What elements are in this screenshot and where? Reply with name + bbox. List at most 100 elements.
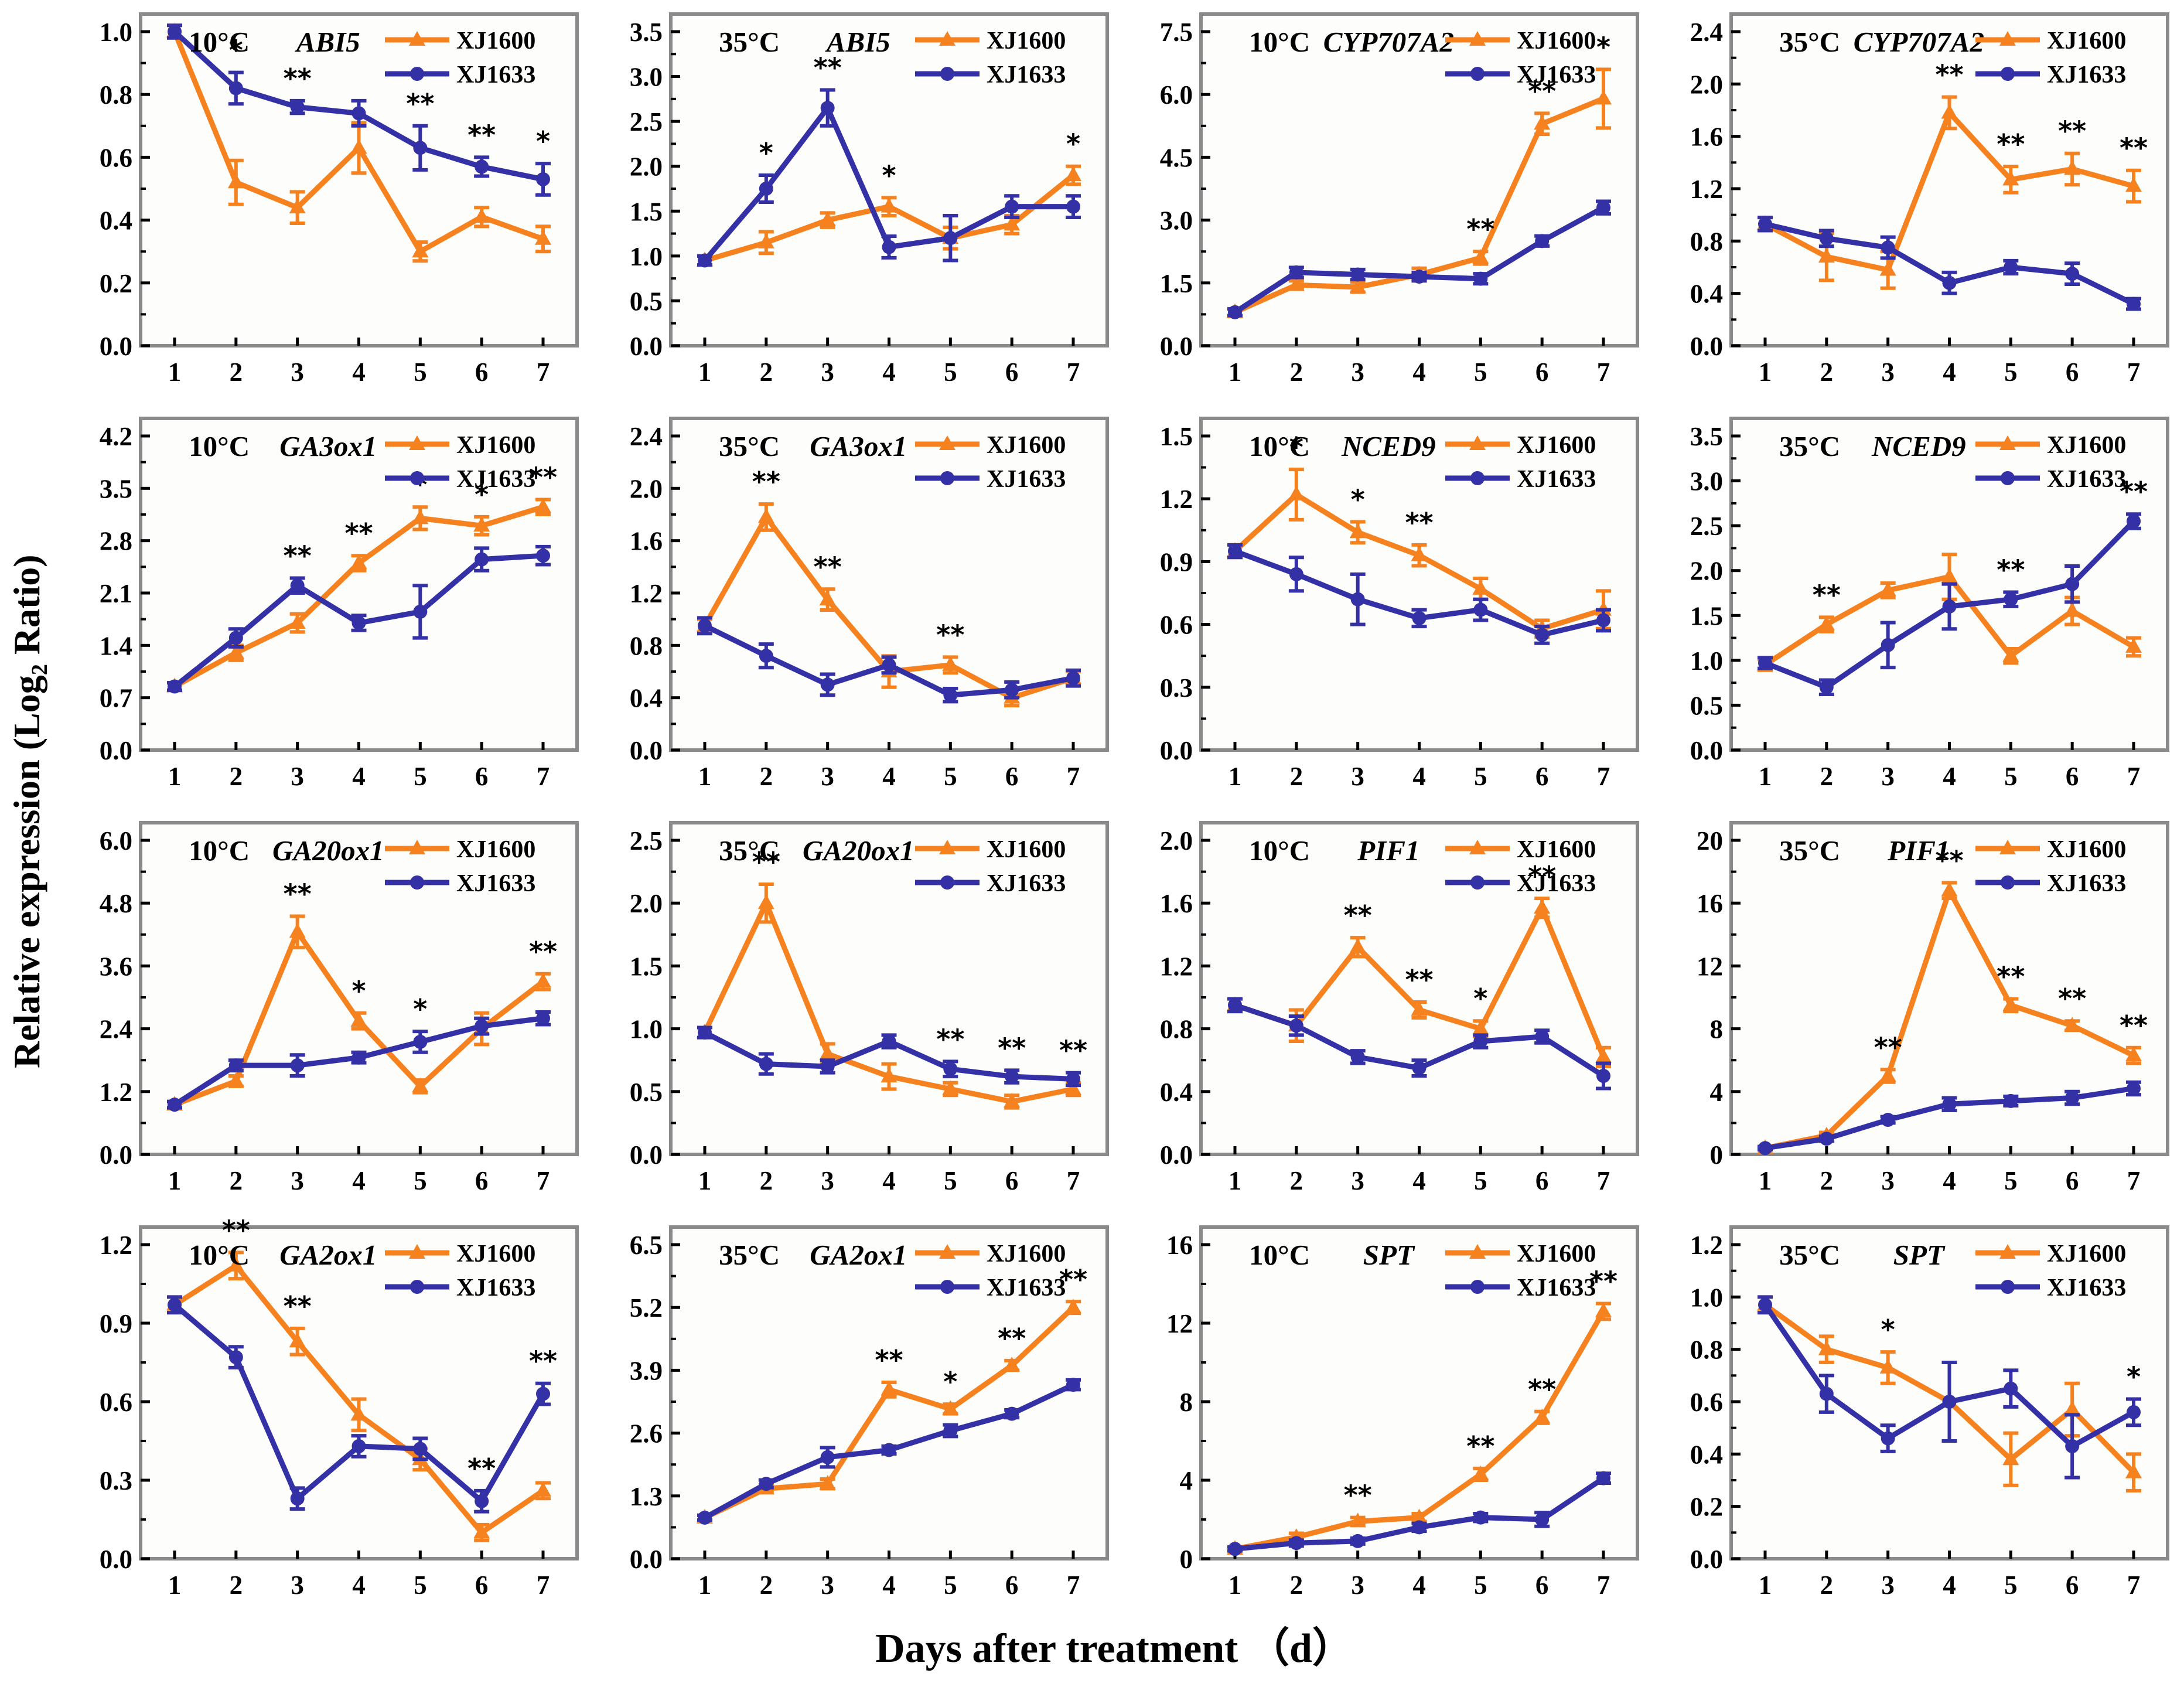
series-XJ1633	[1758, 216, 2141, 311]
x-tick-label: 2	[1820, 1166, 1834, 1195]
x-tick-label: 2	[1290, 1166, 1303, 1195]
y-tick-label: 3.0	[1690, 467, 1723, 496]
x-tick-label: 3	[291, 762, 303, 791]
circle-marker-icon	[1596, 613, 1610, 628]
circle-marker-icon	[1005, 199, 1019, 214]
y-tick-label: 2.0	[1690, 557, 1723, 586]
y-tick-label: 0.8	[1160, 1015, 1193, 1044]
circle-marker-icon	[698, 1025, 712, 1040]
circle-marker-icon	[1535, 1512, 1550, 1527]
legend-triangle-marker-icon	[939, 840, 955, 854]
y-tick-label: 3.6	[100, 952, 132, 981]
y-axis: 0.0 0.2 0.4 0.6 0.8 1.0 1.2	[1690, 1231, 1741, 1574]
y-axis: 0.0 0.4 0.8 1.2 1.6 2.0 2.4	[1690, 18, 1741, 361]
circle-marker-icon	[228, 1058, 243, 1073]
panel-temperature-label: 10°C	[1249, 26, 1310, 58]
legend: XJ1600 XJ1633	[385, 28, 535, 88]
circle-marker-icon	[882, 240, 896, 254]
x-tick-label: 2	[760, 1166, 773, 1195]
circle-marker-icon	[2065, 577, 2080, 591]
x-axis: 1 2 3 4 5 6 7	[698, 338, 1080, 387]
triangle-marker-icon	[289, 923, 306, 938]
x-tick-label: 1	[1759, 762, 1772, 791]
triangle-marker-icon	[535, 230, 551, 245]
x-tick-label: 6	[1535, 1570, 1549, 1600]
circle-marker-icon	[1350, 267, 1365, 282]
legend-label: XJ1600	[987, 1241, 1066, 1268]
triangle-marker-icon	[350, 139, 367, 154]
triangle-marker-icon	[2064, 1401, 2081, 1416]
y-tick-label: 1.2	[1160, 485, 1193, 514]
y-tick-label: 0.0	[100, 1545, 132, 1574]
triangle-marker-icon	[1595, 90, 1612, 105]
legend: XJ1600 XJ1633	[1975, 432, 2126, 493]
circle-marker-icon	[1596, 200, 1610, 215]
x-tick-label: 2	[1820, 357, 1834, 387]
plot-frame	[139, 1225, 579, 1560]
circle-marker-icon	[820, 101, 835, 115]
subplot-ga3ox1-35C: 0.0 0.4 0.8 1.2 1.6 2.0 2.4 1 2 3 4 5 6 7 ** ** ** 35°C GA…	[584, 408, 1114, 812]
y-tick-label: 0.4	[1160, 1078, 1193, 1107]
y-tick-label: 0.6	[100, 143, 132, 172]
legend: XJ1600 XJ1633	[1975, 28, 2126, 88]
y-tick-label: 0.8	[100, 80, 132, 110]
legend-label: XJ1600	[456, 1241, 535, 1268]
series-XJ1600	[1757, 553, 2142, 672]
significance-marks: ** ** **	[752, 466, 965, 650]
circle-marker-icon	[352, 106, 366, 121]
circle-marker-icon	[759, 649, 773, 663]
circle-marker-icon	[475, 552, 489, 567]
x-tick-label: 3	[821, 1570, 834, 1600]
legend-circle-marker-icon	[2001, 875, 2015, 890]
significance-marks: ****	[1289, 431, 1434, 539]
y-tick-label: 8	[1180, 1388, 1193, 1417]
circle-marker-icon	[2065, 1439, 2080, 1453]
chart-svg: 0.00.51.01.52.02.53.03.51 2 3 4 5 6 7*****35°C…	[630, 12, 1109, 387]
x-tick-label: 3	[1351, 357, 1364, 387]
triangle-marker-icon	[2125, 1047, 2142, 1062]
triangle-marker-icon	[350, 554, 367, 569]
x-tick-label: 5	[414, 1570, 427, 1600]
legend-triangle-marker-icon	[1469, 31, 1486, 46]
x-tick-label: 5	[414, 357, 427, 387]
triangle-marker-icon	[1411, 546, 1428, 561]
chart-svg: 0.00.20.40.60.81.01 2 3 4 5 6 7******* *10°C ABI…	[100, 12, 579, 387]
x-axis: 1 2 3 4 5 6 7	[1759, 338, 2140, 387]
y-axis: 0.0 1.3 2.6 3.9 5.2 6.5	[630, 1231, 680, 1574]
triangle-marker-icon	[1288, 276, 1305, 291]
x-tick-label: 6	[2066, 357, 2079, 387]
y-tick-label: 2.0	[1690, 70, 1723, 99]
legend-circle-marker-icon	[410, 1280, 424, 1294]
significance-marks: ** ** ** **	[1344, 1266, 1617, 1511]
legend-circle-marker-icon	[1470, 471, 1485, 485]
y-tick-label: 0.4	[1690, 280, 1723, 309]
circle-marker-icon	[1942, 1395, 1957, 1409]
triangle-marker-icon	[2064, 602, 2081, 617]
legend: XJ1600 XJ1633	[1975, 1241, 2126, 1301]
triangle-marker-icon	[1004, 1357, 1021, 1372]
plot-frame	[139, 821, 579, 1156]
triangle-marker-icon	[1879, 1358, 1896, 1374]
significance-marks: ** ** ** **	[222, 1217, 557, 1484]
x-axis: 1 2 3 4 5 6 7	[1228, 742, 1610, 791]
circle-marker-icon	[1228, 305, 1242, 319]
series-XJ1633	[697, 616, 1081, 704]
circle-marker-icon	[290, 100, 305, 114]
x-tick-label: 6	[475, 1166, 489, 1195]
triangle-marker-icon	[289, 1333, 306, 1348]
circle-marker-icon	[1228, 544, 1242, 558]
triangle-marker-icon	[227, 1072, 244, 1087]
panel-temperature-label: 10°C	[1249, 1239, 1310, 1271]
y-tick-label: 0.8	[1690, 1335, 1723, 1365]
y-tick-label: 0.6	[1160, 611, 1193, 640]
circle-marker-icon	[2004, 260, 2018, 274]
circle-marker-icon	[1473, 1034, 1488, 1049]
circle-marker-icon	[536, 1386, 550, 1401]
subplot-ga3ox1-10C: 0.0 0.7 1.4 2.1 2.8 3.5 4.2 1 2 3 4 5 6 7 ** ** * * ** 10°C…	[54, 408, 584, 812]
x-tick-label: 5	[1474, 357, 1487, 387]
triangle-marker-icon	[757, 233, 774, 248]
panel-temperature-label: 35°C	[719, 834, 780, 867]
y-tick-label: 2.0	[630, 889, 663, 918]
